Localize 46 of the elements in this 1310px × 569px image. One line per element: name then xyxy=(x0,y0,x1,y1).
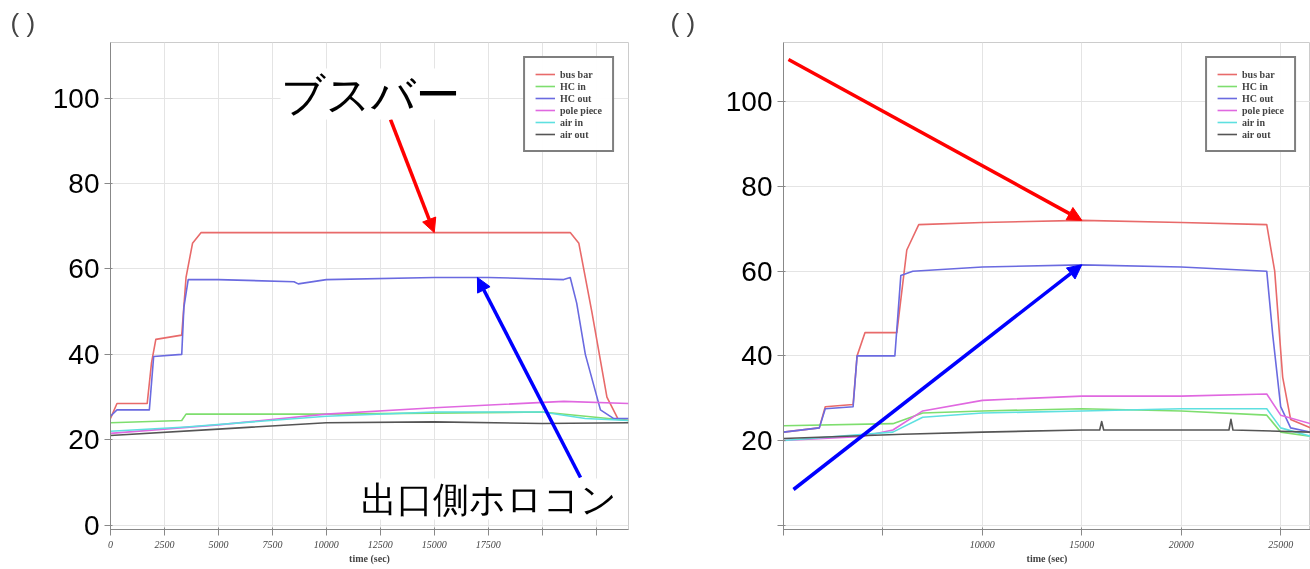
x-tick-label: 10000 xyxy=(313,538,339,550)
line-series xyxy=(110,400,629,435)
annotation: ブスバー xyxy=(280,68,460,120)
line-series xyxy=(110,421,629,437)
x-axis-title: time (sec) xyxy=(349,552,390,565)
y-tick-label: 80 xyxy=(741,170,773,202)
y-axis-title: ( ) xyxy=(10,7,36,38)
legend-label: air out xyxy=(560,128,589,140)
legend-label: HC in xyxy=(560,80,586,92)
legend-label: air in xyxy=(1242,116,1265,128)
legend-label: bus bar xyxy=(1242,68,1275,80)
y-tick-label: 20 xyxy=(68,424,100,456)
x-tick-label: 25000 xyxy=(1268,538,1294,550)
legend-label: HC out xyxy=(560,92,592,104)
legend-label: HC out xyxy=(1242,92,1274,104)
x-tick-label: 0 xyxy=(108,538,113,550)
y-tick-label: 60 xyxy=(741,255,773,287)
line-series xyxy=(783,264,1310,433)
legend-label: pole piece xyxy=(1242,104,1284,116)
legend-label: pole piece xyxy=(560,104,602,116)
legend-label: air in xyxy=(560,116,583,128)
x-tick-label: 20000 xyxy=(1168,538,1194,550)
y-tick-label: 100 xyxy=(52,82,100,114)
line-series xyxy=(110,276,629,420)
x-tick-label: 15000 xyxy=(1069,538,1095,550)
line-series xyxy=(110,411,629,433)
y-axis-title: ( ) xyxy=(670,7,696,38)
y-tick-label: 100 xyxy=(725,86,773,118)
legend-label: bus bar xyxy=(560,68,593,80)
x-tick-label: 5000 xyxy=(208,538,229,550)
x-tick-label: 2500 xyxy=(154,538,175,550)
y-tick-label: 40 xyxy=(68,338,100,370)
x-tick-label: 12500 xyxy=(367,538,393,550)
x-tick-label: 7500 xyxy=(262,538,283,550)
line-series xyxy=(783,418,1310,440)
x-tick-label: 10000 xyxy=(969,538,995,550)
y-tick-label: 80 xyxy=(68,167,100,199)
annotation: 出口側ホロコン xyxy=(360,478,617,520)
y-tick-label: 60 xyxy=(68,253,100,285)
legend-label: air out xyxy=(1242,128,1271,140)
legend-label: HC in xyxy=(1242,80,1268,92)
x-axis-title: time (sec) xyxy=(1026,552,1068,565)
x-tick-label: 17500 xyxy=(475,538,501,550)
y-tick-label: 40 xyxy=(741,340,773,372)
y-tick-label: 20 xyxy=(741,425,773,457)
x-tick-label: 15000 xyxy=(421,538,447,550)
